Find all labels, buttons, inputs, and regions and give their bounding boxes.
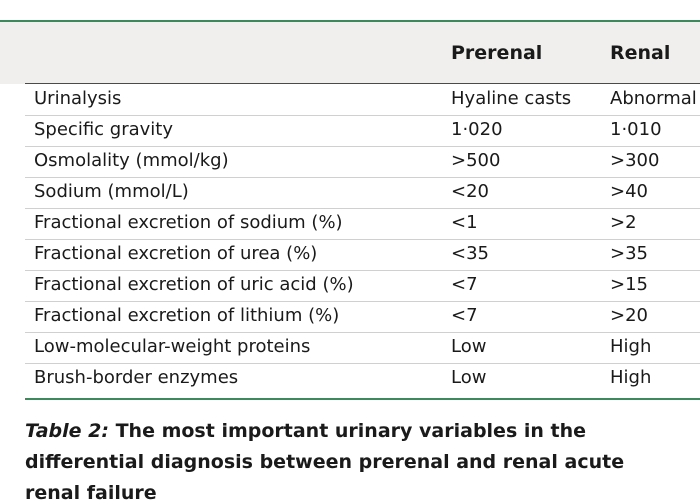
cell-renal: >15 — [610, 274, 648, 295]
table-row: Urinalysis Hyaline casts Abnormal — [0, 84, 700, 115]
cell-prerenal: <20 — [451, 181, 489, 202]
cell-prerenal: Hyaline casts — [451, 88, 572, 109]
table-row: Fractional excretion of uric acid (%) <7 >… — [0, 270, 700, 301]
row-divider — [25, 208, 700, 209]
cell-renal: 1·010 — [610, 119, 662, 140]
table-row: Low-molecular-weight proteins Low High — [0, 332, 700, 363]
cell-renal: >20 — [610, 305, 648, 326]
caption-text: The most important urinary variables in … — [25, 420, 625, 500]
caption-label: Table 2: — [25, 420, 109, 442]
cell-variable: Urinalysis — [34, 88, 122, 109]
cell-variable: Low-molecular-weight proteins — [34, 336, 311, 357]
cell-prerenal: Low — [451, 367, 487, 388]
cell-prerenal: >500 — [451, 150, 501, 171]
table-row: Osmolality (mmol/kg) >500 >300 — [0, 146, 700, 177]
row-divider — [25, 239, 700, 240]
cell-renal: High — [610, 367, 652, 388]
cell-variable: Fractional excretion of urea (%) — [34, 243, 318, 264]
row-divider — [25, 363, 700, 364]
top-rule — [0, 20, 700, 22]
table-row: Specific gravity 1·020 1·010 — [0, 115, 700, 146]
row-divider — [25, 177, 700, 178]
cell-variable: Fractional excretion of lithium (%) — [34, 305, 340, 326]
cell-prerenal: <1 — [451, 212, 478, 233]
cell-renal: >35 — [610, 243, 648, 264]
table-header: Prerenal Renal — [0, 22, 700, 84]
cell-prerenal: <7 — [451, 305, 478, 326]
row-divider — [25, 146, 700, 147]
row-divider — [25, 332, 700, 333]
cell-prerenal: <7 — [451, 274, 478, 295]
cell-variable: Brush-border enzymes — [34, 367, 239, 388]
row-divider — [25, 115, 700, 116]
cell-renal: High — [610, 336, 652, 357]
cell-renal: >2 — [610, 212, 637, 233]
table-row: Fractional excretion of urea (%) <35 >35 — [0, 239, 700, 270]
cell-variable: Osmolality (mmol/kg) — [34, 150, 229, 171]
cell-prerenal: <35 — [451, 243, 489, 264]
row-divider — [25, 301, 700, 302]
table-caption: Table 2: The most important urinary vari… — [25, 416, 685, 500]
row-divider — [25, 270, 700, 271]
table-row: Fractional excretion of sodium (%) <1 >2 — [0, 208, 700, 239]
header-prerenal: Prerenal — [451, 42, 543, 64]
cell-renal: Abnormal — [610, 88, 697, 109]
table-bottom-rule — [25, 398, 700, 400]
header-rule — [25, 83, 700, 84]
cell-renal: >40 — [610, 181, 648, 202]
cell-variable: Fractional excretion of sodium (%) — [34, 212, 343, 233]
table-row: Fractional excretion of lithium (%) <7 >20 — [0, 301, 700, 332]
cell-variable: Fractional excretion of uric acid (%) — [34, 274, 354, 295]
cell-variable: Sodium (mmol/L) — [34, 181, 189, 202]
cell-prerenal: Low — [451, 336, 487, 357]
header-renal: Renal — [610, 42, 671, 64]
table-row: Brush-border enzymes Low High — [0, 363, 700, 394]
table-row: Sodium (mmol/L) <20 >40 — [0, 177, 700, 208]
cell-renal: >300 — [610, 150, 660, 171]
cell-prerenal: 1·020 — [451, 119, 503, 140]
cell-variable: Specific gravity — [34, 119, 173, 140]
